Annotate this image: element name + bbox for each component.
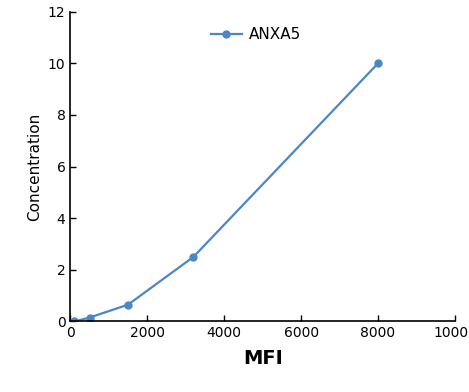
ANXA5 — [125, 302, 131, 307]
ANXA5 — [375, 61, 381, 66]
Y-axis label: Concentration: Concentration — [27, 113, 42, 221]
ANXA5 — [190, 254, 196, 259]
Line: ANXA5: ANXA5 — [71, 60, 381, 325]
ANXA5 — [87, 315, 92, 320]
X-axis label: MFI: MFI — [243, 348, 282, 368]
Legend: ANXA5: ANXA5 — [205, 21, 308, 48]
ANXA5 — [71, 319, 77, 324]
